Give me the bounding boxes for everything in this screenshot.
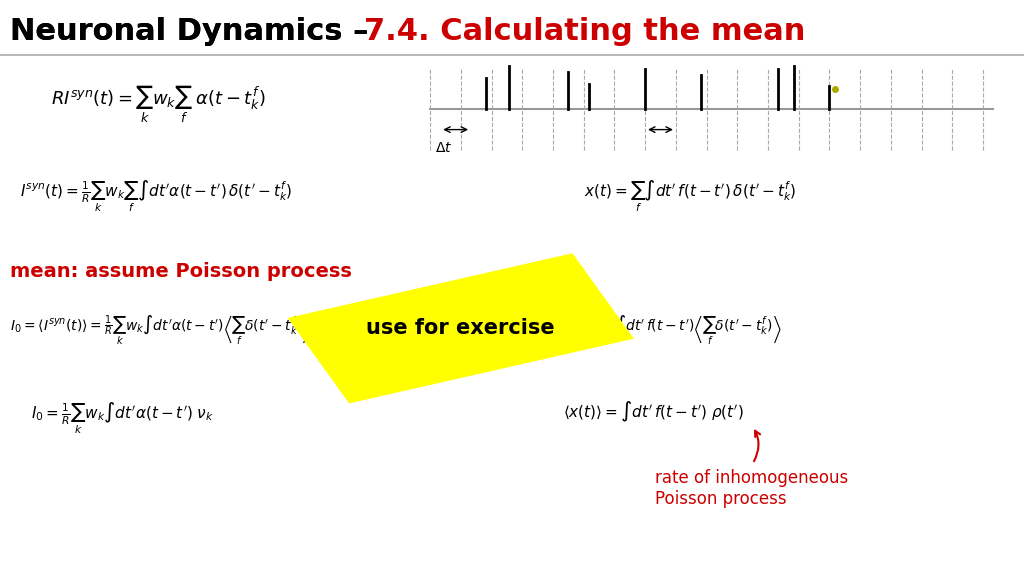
Text: $\Delta t$: $\Delta t$ [435,141,453,155]
Text: $ \langle x(t) \rangle = \int dt^{\prime} \, f(t-t^{\prime}) \left\langle \sum_{: $ \langle x(t) \rangle = \int dt^{\prime… [563,314,782,347]
Text: $ I^{syn}(t) = \frac{1}{R} \sum_{k} w_k \sum_{f} \int dt^{\prime} \alpha(t-t^{\p: $ I^{syn}(t) = \frac{1}{R} \sum_{k} w_k … [20,179,293,214]
Text: Neuronal Dynamics –: Neuronal Dynamics – [10,17,379,46]
Text: $ RI^{syn}(t) = \sum_{k} w_k \sum_{f} \; \alpha(t - t_k^f) $: $ RI^{syn}(t) = \sum_{k} w_k \sum_{f} \;… [51,84,266,125]
Text: $ x(t) = \sum_{f} \int dt^{\prime} \, f(t-t^{\prime}) \, \delta(t^{\prime} - t_k: $ x(t) = \sum_{f} \int dt^{\prime} \, f(… [584,179,796,214]
FancyBboxPatch shape [288,253,634,403]
Text: rate of inhomogeneous
Poisson process: rate of inhomogeneous Poisson process [655,469,849,508]
Text: $ I_0 = \frac{1}{R} \sum_{k} w_k \int dt^{\prime} \alpha(t-t^{\prime}) \; \nu_k : $ I_0 = \frac{1}{R} \sum_{k} w_k \int dt… [31,400,213,435]
Text: 7.4. Calculating the mean: 7.4. Calculating the mean [364,17,805,46]
Text: $ I_0 = \langle I^{syn}(t) \rangle = \frac{1}{R} \sum_{k} w_k \int dt^{\prime} \: $ I_0 = \langle I^{syn}(t) \rangle = \fr… [10,314,311,347]
Text: use for exercise: use for exercise [367,319,555,338]
Text: mean: assume Poisson process: mean: assume Poisson process [10,262,352,281]
Text: Neuronal Dynamics –: Neuronal Dynamics – [10,17,379,46]
Text: $ \langle x(t) \rangle = \int dt^{\prime} \, f(t-t^{\prime}) \; \rho(t^{\prime}): $ \langle x(t) \rangle = \int dt^{\prime… [563,400,744,425]
